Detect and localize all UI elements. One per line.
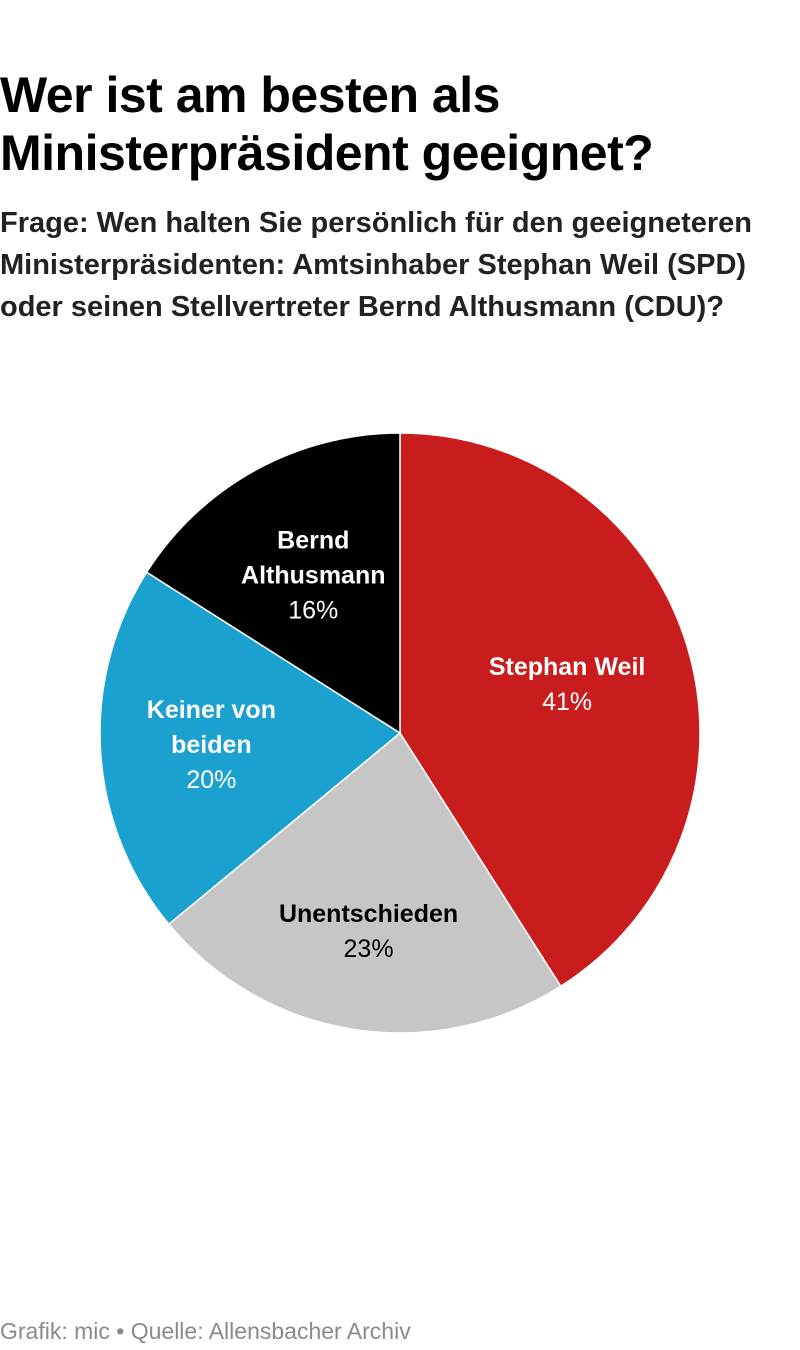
- chart-subtitle: Frage: Wen halten Sie persönlich für den…: [0, 207, 753, 323]
- slice-label-group: Stephan Weil 41%: [489, 653, 646, 716]
- chart-header: Wer ist am besten als Ministerpräsident …: [0, 66, 790, 328]
- pie-labels: Stephan Weil 41% Unentschieden 23% Keiner vo…: [147, 526, 646, 963]
- slice-label: Bernd: [277, 526, 349, 554]
- pie-slice-stephan-weil: [399, 432, 701, 988]
- slice-label: Unentschieden: [279, 900, 458, 928]
- slice-label: Althusmann: [241, 561, 385, 589]
- slice-value-label: 23%: [344, 935, 394, 963]
- slice-label: Stephan Weil: [489, 653, 646, 681]
- slice-value-label: 41%: [542, 688, 592, 716]
- slice-value-label: 16%: [288, 596, 338, 624]
- slice-value-label: 20%: [186, 766, 236, 794]
- pie-slice-keiner-von-beiden: [99, 571, 402, 926]
- slice-label: beiden: [171, 731, 252, 759]
- slice-label-group: Bernd Althusmann 16%: [241, 526, 385, 624]
- pie-slice-bernd-althusmann: [145, 432, 401, 735]
- source-footer: Grafik: mic • Quelle: Allensbacher Archi…: [0, 1318, 411, 1344]
- chart-title: Wer ist am besten als Ministerpräsident …: [0, 67, 654, 181]
- slice-label-group: Keiner von beiden 20%: [147, 696, 276, 794]
- pie-slice-unentschieden: [167, 731, 562, 1034]
- slice-label-group: Unentschieden 23%: [279, 900, 458, 963]
- slice-label: Keiner von: [147, 696, 276, 724]
- pie-chart: Stephan Weil 41% Unentschieden 23% Keiner vo…: [99, 432, 701, 1034]
- pie-slices: [99, 432, 701, 1034]
